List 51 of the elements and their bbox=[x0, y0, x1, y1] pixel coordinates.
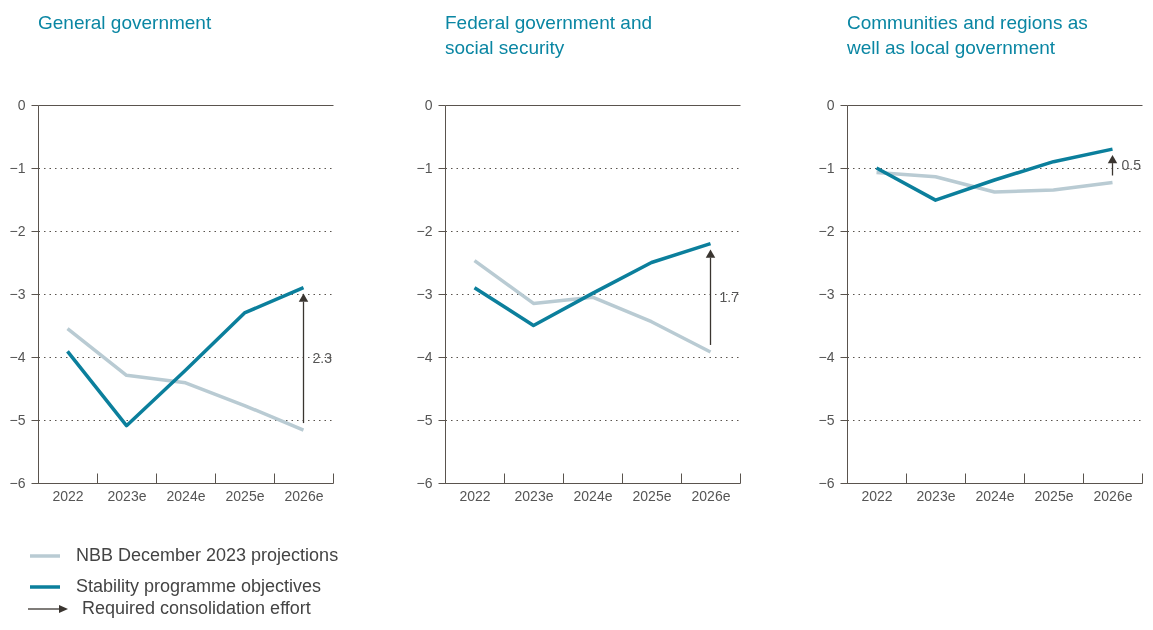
chart-title: Communities and regions as well as local government bbox=[846, 12, 1088, 58]
line-series bbox=[472, 241, 713, 328]
x-tick-label: 2026e bbox=[1093, 487, 1133, 504]
y-tick-label: −6 bbox=[9, 474, 26, 491]
line-series bbox=[472, 258, 713, 354]
y-tick-label: −1 bbox=[416, 159, 433, 176]
annotation: 1.7 bbox=[719, 288, 740, 305]
line-series bbox=[65, 326, 306, 432]
y-tick-label: −2 bbox=[416, 222, 433, 239]
x-tick-label: 2026e bbox=[284, 487, 324, 504]
y-tick-label: −1 bbox=[9, 159, 26, 176]
y-tick-label: −3 bbox=[9, 285, 26, 302]
y-tick-label: −2 bbox=[818, 222, 835, 239]
y-tick-label: 0 bbox=[17, 96, 26, 113]
y-tick-label: −5 bbox=[9, 411, 26, 428]
y-tick-label: 0 bbox=[424, 96, 433, 113]
x-tick-label: 2023e bbox=[916, 487, 956, 504]
x-tick-label: 2024e bbox=[573, 487, 613, 504]
text: Required consolidation effort bbox=[82, 598, 311, 619]
x-tick-label: 2023e bbox=[514, 487, 554, 504]
x-tick-label: 2022 bbox=[459, 487, 491, 504]
x-tick-label: 2025e bbox=[1034, 487, 1074, 504]
y-tick-label: −5 bbox=[818, 411, 835, 428]
legend-label: Stability programme objectives bbox=[76, 576, 322, 596]
x-tick-label: 2023e bbox=[107, 487, 147, 504]
y-tick-label: −6 bbox=[818, 474, 835, 491]
chart-title: Federal government and social security bbox=[445, 12, 653, 58]
y-tick-label: −4 bbox=[9, 348, 26, 365]
line-series bbox=[65, 285, 306, 428]
x-tick-label: 2026e bbox=[691, 487, 731, 504]
annotation: 2.3 bbox=[312, 349, 333, 366]
y-tick-label: −4 bbox=[818, 348, 835, 365]
y-tick-label: −5 bbox=[416, 411, 433, 428]
y-tick-label: −3 bbox=[416, 285, 433, 302]
x-tick-label: 2024e bbox=[166, 487, 206, 504]
y-tick-label: −4 bbox=[416, 348, 433, 365]
x-tick-label: 2024e bbox=[975, 487, 1015, 504]
line-series bbox=[874, 170, 1115, 194]
legend-label: NBB December 2023 projections bbox=[76, 545, 339, 565]
y-tick-label: 0 bbox=[826, 96, 835, 113]
line-series bbox=[874, 147, 1115, 202]
chart-title: General government bbox=[38, 12, 212, 33]
y-tick-label: −6 bbox=[416, 474, 433, 491]
annotation: 0.5 bbox=[1121, 156, 1142, 173]
x-tick-label: 2022 bbox=[52, 487, 84, 504]
x-tick-label: 2025e bbox=[225, 487, 265, 504]
x-tick-label: 2022 bbox=[861, 487, 893, 504]
y-tick-label: −3 bbox=[818, 285, 835, 302]
y-tick-label: −2 bbox=[9, 222, 26, 239]
x-tick-label: 2025e bbox=[632, 487, 672, 504]
y-tick-label: −1 bbox=[818, 159, 835, 176]
